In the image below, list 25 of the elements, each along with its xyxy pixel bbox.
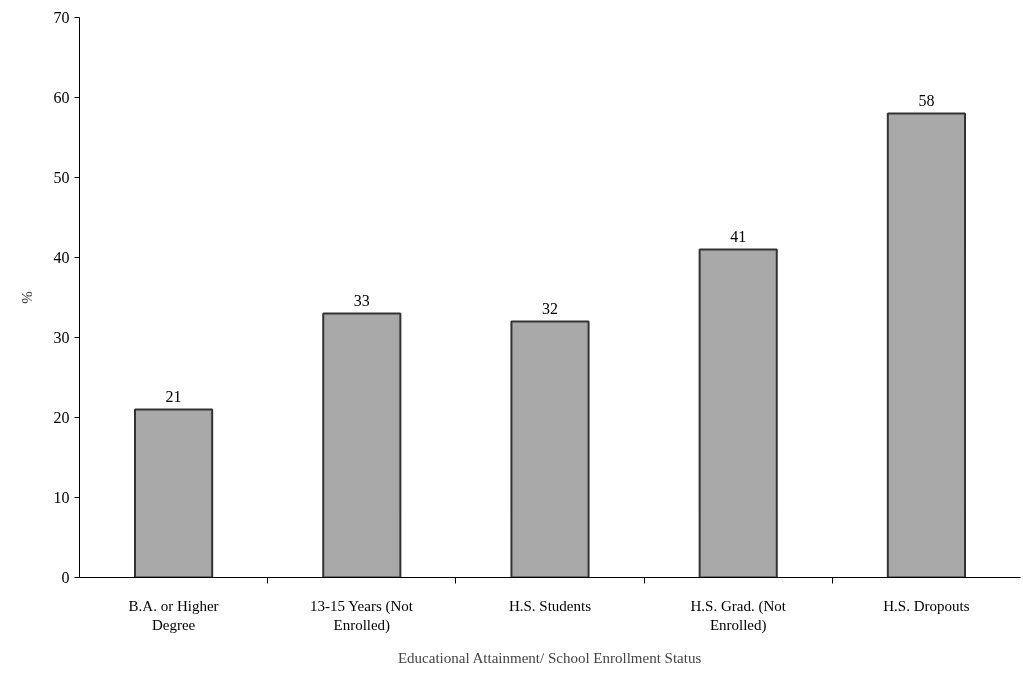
bar <box>134 408 214 578</box>
y-tick-label: 0 <box>61 569 70 586</box>
x-tick-label: 13-15 Years (Not Enrolled) <box>310 597 414 634</box>
data-label: 58 <box>918 91 935 109</box>
y-tick-label: 30 <box>53 329 70 346</box>
x-tick-label: H.S. Dropouts <box>883 597 970 614</box>
x-tick-label: H.S. Students <box>508 597 592 614</box>
x-tick-label: H.S. Grad. (Not Enrolled) <box>690 597 787 634</box>
y-tick-label: 50 <box>53 169 70 186</box>
x-tick-label: B.A. or Higher Degree <box>128 597 219 633</box>
y-tick-label: 40 <box>53 249 70 266</box>
x-axis-title: Educational Attainment/ School Enrollment Status <box>397 649 702 666</box>
data-label: 32 <box>542 299 558 317</box>
y-axis-title: % <box>18 291 35 304</box>
y-tick-label: 10 <box>53 489 70 506</box>
bar <box>510 320 590 578</box>
data-label: 33 <box>353 291 370 309</box>
bar <box>698 248 778 578</box>
y-tick-label: 70 <box>53 9 70 26</box>
bar <box>886 112 966 578</box>
y-tick-label: 20 <box>53 409 70 426</box>
bar <box>322 312 402 578</box>
y-tick-label: 60 <box>53 89 70 106</box>
data-label: 41 <box>730 227 747 245</box>
data-label: 21 <box>165 387 182 405</box>
